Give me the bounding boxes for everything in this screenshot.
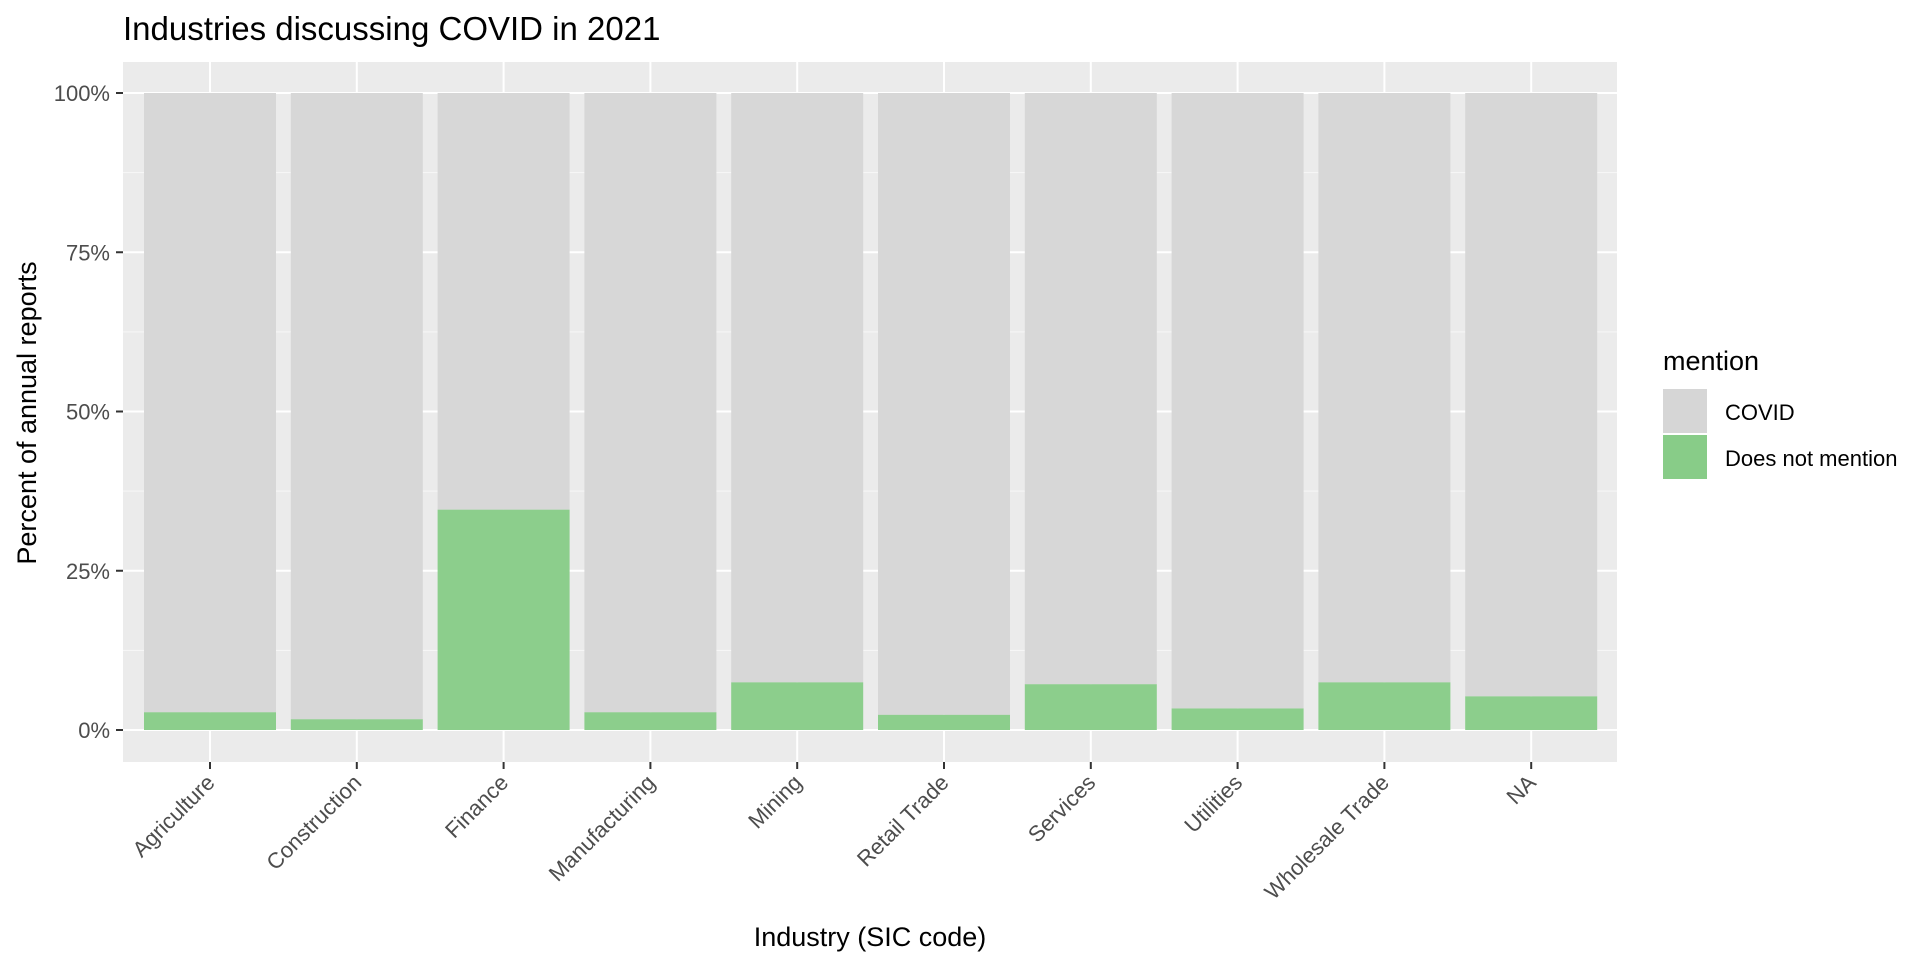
bar-does-not-mention-wholesale-trade: [1318, 682, 1451, 730]
x-tick-label: Mining: [743, 770, 807, 834]
bar-does-not-mention-mining: [731, 682, 864, 730]
bar-does-not-mention-utilities: [1171, 708, 1304, 730]
y-tick-label: 100%: [54, 81, 110, 106]
bar-does-not-mention-na: [1465, 696, 1598, 730]
y-tick-label: 0%: [78, 718, 110, 743]
y-tick-label: 75%: [66, 240, 110, 265]
bars: [144, 93, 1598, 730]
legend: mention COVID Does not mention: [1663, 346, 1897, 479]
bar-does-not-mention-services: [1024, 684, 1157, 730]
x-tick-label: Manufacturing: [544, 770, 660, 886]
bar-does-not-mention-construction: [290, 719, 423, 730]
bar-covid-manufacturing: [584, 93, 717, 713]
bar-covid-na: [1465, 93, 1598, 697]
x-tick-label: Services: [1023, 770, 1100, 847]
y-axis: 0% 25% 50% 75% 100%: [54, 81, 123, 743]
y-tick-label: 50%: [66, 400, 110, 425]
bar-covid-construction: [290, 93, 423, 720]
bar-does-not-mention-agriculture: [144, 712, 276, 730]
legend-title: mention: [1663, 346, 1759, 376]
y-tick-label: 25%: [66, 559, 110, 584]
x-axis: Agriculture Construction Finance Manufactur…: [128, 762, 1541, 904]
bar-covid-finance: [437, 93, 570, 510]
x-tick-label: Finance: [440, 770, 513, 843]
bar-covid-services: [1024, 93, 1157, 685]
bar-covid-utilities: [1171, 93, 1304, 709]
bar-does-not-mention-retail-trade: [878, 714, 1010, 730]
bar-covid-wholesale-trade: [1318, 93, 1451, 683]
x-axis-title: Industry (SIC code): [754, 922, 987, 952]
bar-does-not-mention-finance: [437, 509, 570, 730]
chart-title: Industries discussing COVID in 2021: [123, 10, 660, 47]
legend-key-covid: [1663, 389, 1707, 433]
bar-covid-agriculture: [144, 93, 276, 713]
bar-does-not-mention-manufacturing: [584, 712, 717, 730]
legend-label: COVID: [1725, 400, 1795, 425]
x-tick-label: Agriculture: [128, 770, 220, 862]
x-tick-label: Utilities: [1179, 770, 1247, 838]
legend-key-does-not-mention: [1663, 435, 1707, 479]
legend-label: Does not mention: [1725, 446, 1897, 471]
x-tick-label: NA: [1501, 770, 1541, 810]
x-tick-label: Wholesale Trade: [1260, 770, 1394, 904]
y-axis-title: Percent of annual reports: [12, 261, 42, 564]
x-tick-label: Construction: [261, 770, 366, 875]
bar-covid-retail-trade: [878, 93, 1010, 715]
bar-covid-mining: [731, 93, 864, 683]
x-tick-label: Retail Trade: [852, 770, 954, 872]
